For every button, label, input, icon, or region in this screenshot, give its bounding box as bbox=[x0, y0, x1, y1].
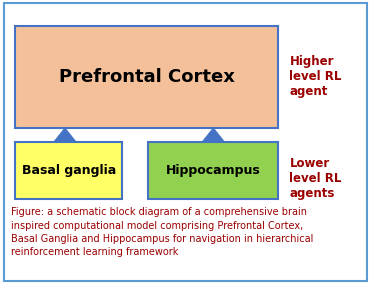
Text: Lower
level RL
agents: Lower level RL agents bbox=[289, 157, 342, 201]
Text: Higher
level RL
agent: Higher level RL agent bbox=[289, 55, 342, 98]
Polygon shape bbox=[45, 128, 85, 199]
Bar bbox=[15, 142, 122, 199]
Bar bbox=[15, 26, 278, 128]
Text: Figure: a schematic block diagram of a comprehensive brain
inspired computationa: Figure: a schematic block diagram of a c… bbox=[11, 207, 313, 257]
Text: Prefrontal Cortex: Prefrontal Cortex bbox=[59, 68, 234, 86]
Text: Hippocampus: Hippocampus bbox=[166, 164, 261, 177]
Text: Basal ganglia: Basal ganglia bbox=[22, 164, 116, 177]
Bar bbox=[148, 142, 278, 199]
Polygon shape bbox=[193, 128, 234, 199]
